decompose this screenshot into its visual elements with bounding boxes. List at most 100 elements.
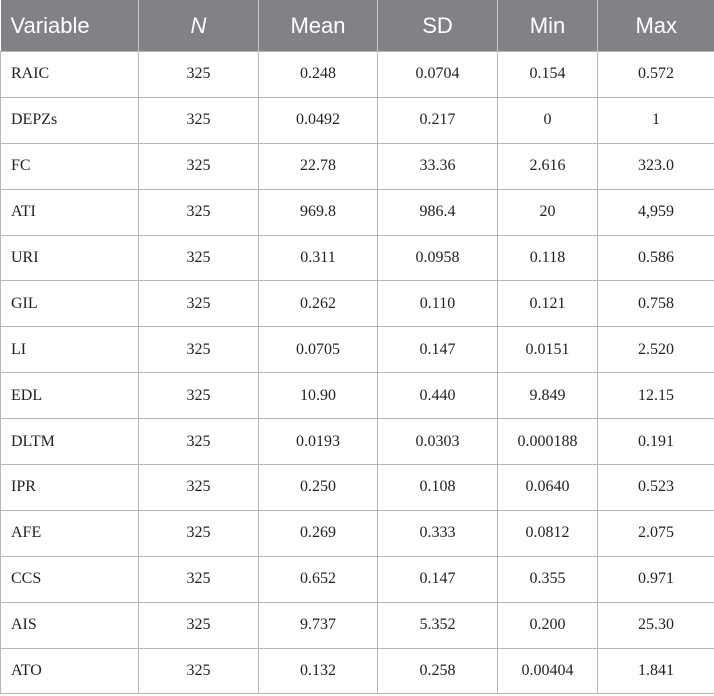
table-row: LI 325 0.0705 0.147 0.0151 2.520 — [0, 326, 714, 374]
cell: 325 — [138, 188, 259, 236]
table-row: ATI 325 969.8 986.4 20 4,959 — [0, 188, 714, 236]
table-row: AFE 325 0.269 0.333 0.0812 2.075 — [0, 509, 714, 557]
cell: 10.90 — [258, 372, 378, 420]
cell: 325 — [138, 555, 259, 603]
row-label: LI — [0, 326, 139, 374]
cell: 0.250 — [258, 464, 378, 511]
cell: 0.108 — [377, 464, 498, 511]
cell: 325 — [138, 96, 259, 144]
cell: 0.147 — [377, 555, 498, 603]
cell: 325 — [138, 464, 259, 511]
cell: 325 — [138, 142, 259, 190]
row-label: IPR — [0, 464, 139, 511]
cell: 0.118 — [497, 234, 598, 282]
cell: 0.262 — [258, 280, 378, 328]
cell: 0.110 — [377, 280, 498, 328]
cell: 986.4 — [377, 188, 498, 236]
cell: 5.352 — [377, 601, 498, 649]
cell: 325 — [138, 647, 259, 695]
row-label: DEPZs — [0, 96, 139, 144]
row-label: FC — [0, 142, 139, 190]
row-label: DLTM — [0, 418, 139, 466]
cell: 0.200 — [497, 601, 598, 649]
table-row: CCS 325 0.652 0.147 0.355 0.971 — [0, 555, 714, 603]
cell: 325 — [138, 418, 259, 466]
row-label: EDL — [0, 372, 139, 420]
cell: 2.075 — [597, 509, 714, 557]
cell: 4,959 — [597, 188, 714, 236]
cell: 0.191 — [597, 418, 714, 466]
cell: 20 — [497, 188, 598, 236]
cell: 0.758 — [597, 280, 714, 328]
cell: 325 — [138, 326, 259, 374]
table-row: AIS 325 9.737 5.352 0.200 25.30 — [0, 601, 714, 649]
cell: 0.121 — [497, 280, 598, 328]
cell: 0.217 — [377, 96, 498, 144]
cell: 0.440 — [377, 372, 498, 420]
row-label: URI — [0, 234, 139, 282]
row-label: AIS — [0, 601, 139, 649]
row-label: AFE — [0, 509, 139, 557]
cell: 325 — [138, 601, 259, 649]
cell: 0.355 — [497, 555, 598, 603]
table-row: DLTM 325 0.0193 0.0303 0.000188 0.191 — [0, 418, 714, 466]
cell: 325 — [138, 51, 259, 98]
cell: 0.269 — [258, 509, 378, 557]
cell: 0.0640 — [497, 464, 598, 511]
cell: 33.36 — [377, 142, 498, 190]
cell: 2.616 — [497, 142, 598, 190]
row-label: ATI — [0, 188, 139, 236]
table-row: FC 325 22.78 33.36 2.616 323.0 — [0, 142, 714, 190]
cell: 22.78 — [258, 142, 378, 190]
cell: 0.586 — [597, 234, 714, 282]
header-cell: Variable — [0, 0, 139, 52]
cell: 0.0958 — [377, 234, 498, 282]
table-row: RAIC 325 0.248 0.0704 0.154 0.572 — [0, 51, 714, 98]
cell: 9.737 — [258, 601, 378, 649]
row-label: ATO — [0, 647, 139, 695]
cell: 323.0 — [597, 142, 714, 190]
table-row: EDL 325 10.90 0.440 9.849 12.15 — [0, 372, 714, 420]
cell: 0 — [497, 96, 598, 144]
header-cell: N — [138, 0, 259, 52]
table-row: DEPZs 325 0.0492 0.217 0 1 — [0, 96, 714, 144]
header-cell: SD — [377, 0, 498, 52]
cell: 325 — [138, 509, 259, 557]
header-row: Variable N Mean SD Min Max — [0, 0, 714, 52]
cell: 0.147 — [377, 326, 498, 374]
cell: 0.523 — [597, 464, 714, 511]
table-row: URI 325 0.311 0.0958 0.118 0.586 — [0, 234, 714, 282]
cell: 12.15 — [597, 372, 714, 420]
cell: 0.000188 — [497, 418, 598, 466]
row-label: CCS — [0, 555, 139, 603]
cell: 0.971 — [597, 555, 714, 603]
cell: 0.652 — [258, 555, 378, 603]
cell: 25.30 — [597, 601, 714, 649]
cell: 0.0492 — [258, 96, 378, 144]
cell: 325 — [138, 280, 259, 328]
row-label: RAIC — [0, 51, 139, 98]
table-body: RAIC 325 0.248 0.0704 0.154 0.572 DEPZs 325 0.04… — [0, 51, 714, 695]
cell: 969.8 — [258, 188, 378, 236]
header-cell: Mean — [258, 0, 378, 52]
cell: 1 — [597, 96, 714, 144]
header-cell: Min — [497, 0, 598, 52]
cell: 0.0151 — [497, 326, 598, 374]
cell: 0.154 — [497, 51, 598, 98]
cell: 0.311 — [258, 234, 378, 282]
cell: 0.00404 — [497, 647, 598, 695]
cell: 0.0303 — [377, 418, 498, 466]
cell: 325 — [138, 372, 259, 420]
cell: 0.572 — [597, 51, 714, 98]
cell: 0.0705 — [258, 326, 378, 374]
table-row: IPR 325 0.250 0.108 0.0640 0.523 — [0, 464, 714, 511]
table-row: GIL 325 0.262 0.110 0.121 0.758 — [0, 280, 714, 328]
cell: 0.248 — [258, 51, 378, 98]
cell: 2.520 — [597, 326, 714, 374]
cell: 0.0193 — [258, 418, 378, 466]
row-label: GIL — [0, 280, 139, 328]
cell: 0.0704 — [377, 51, 498, 98]
cell: 0.258 — [377, 647, 498, 695]
